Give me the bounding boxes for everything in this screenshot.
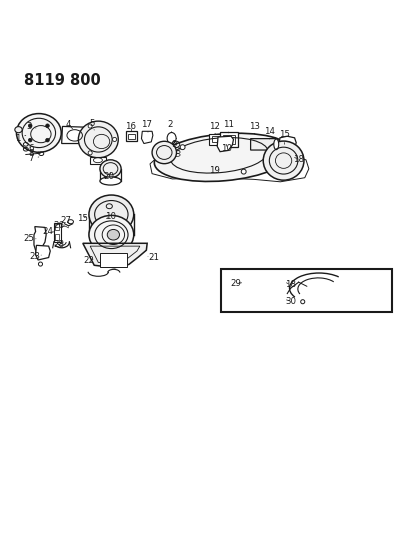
Text: 28: 28 bbox=[53, 240, 64, 248]
Bar bbox=[211, 136, 220, 142]
Ellipse shape bbox=[67, 220, 73, 224]
Ellipse shape bbox=[167, 133, 175, 144]
Bar bbox=[100, 254, 126, 266]
Text: 3: 3 bbox=[26, 122, 32, 131]
Text: 23: 23 bbox=[29, 252, 40, 261]
Text: 14: 14 bbox=[263, 127, 274, 136]
Ellipse shape bbox=[100, 160, 121, 177]
Ellipse shape bbox=[152, 141, 176, 164]
Polygon shape bbox=[36, 245, 50, 260]
Text: 18: 18 bbox=[292, 155, 303, 164]
Ellipse shape bbox=[100, 177, 121, 185]
Text: 2: 2 bbox=[167, 120, 173, 130]
Ellipse shape bbox=[89, 195, 133, 233]
Text: 19: 19 bbox=[208, 166, 219, 175]
Ellipse shape bbox=[240, 169, 245, 174]
Polygon shape bbox=[83, 243, 147, 268]
Text: 8: 8 bbox=[28, 149, 34, 158]
Text: 17: 17 bbox=[141, 120, 151, 130]
Text: 5: 5 bbox=[89, 119, 94, 128]
Text: 20: 20 bbox=[103, 172, 115, 181]
Bar bbox=[90, 157, 106, 164]
Bar bbox=[55, 233, 59, 240]
Text: 26: 26 bbox=[53, 221, 64, 230]
Text: 11: 11 bbox=[222, 120, 233, 130]
Ellipse shape bbox=[263, 141, 303, 180]
Text: 25: 25 bbox=[24, 235, 34, 243]
Text: 15: 15 bbox=[76, 214, 87, 223]
Bar bbox=[55, 224, 59, 230]
Polygon shape bbox=[217, 136, 233, 152]
Text: 10: 10 bbox=[220, 144, 231, 153]
Text: 4: 4 bbox=[66, 120, 71, 130]
Text: 18: 18 bbox=[284, 280, 295, 289]
Text: 22: 22 bbox=[83, 256, 94, 265]
Polygon shape bbox=[250, 139, 278, 150]
Text: 6: 6 bbox=[28, 144, 34, 153]
Ellipse shape bbox=[16, 114, 61, 152]
Text: 10: 10 bbox=[104, 212, 115, 221]
Text: 12: 12 bbox=[208, 122, 219, 131]
Text: 8119 800: 8119 800 bbox=[24, 73, 100, 88]
Text: 27: 27 bbox=[60, 216, 71, 225]
Ellipse shape bbox=[45, 138, 49, 142]
Ellipse shape bbox=[15, 127, 22, 133]
Polygon shape bbox=[34, 227, 46, 250]
Text: 30: 30 bbox=[285, 296, 296, 305]
Bar bbox=[128, 134, 135, 139]
Ellipse shape bbox=[180, 145, 184, 150]
Polygon shape bbox=[61, 126, 87, 143]
Ellipse shape bbox=[89, 215, 133, 254]
Text: 9: 9 bbox=[171, 140, 177, 149]
Text: 16: 16 bbox=[125, 122, 136, 131]
Bar bbox=[221, 269, 391, 312]
Text: 7: 7 bbox=[28, 154, 34, 163]
Bar bbox=[220, 132, 238, 147]
Ellipse shape bbox=[28, 138, 32, 142]
Ellipse shape bbox=[112, 138, 116, 141]
Text: 13: 13 bbox=[249, 122, 260, 131]
Polygon shape bbox=[141, 131, 153, 143]
Ellipse shape bbox=[154, 133, 292, 181]
Polygon shape bbox=[279, 136, 295, 154]
Bar bbox=[54, 222, 61, 242]
Text: 29: 29 bbox=[229, 279, 240, 288]
Ellipse shape bbox=[78, 121, 118, 158]
Text: 21: 21 bbox=[148, 253, 159, 262]
Ellipse shape bbox=[88, 151, 92, 155]
Text: 24: 24 bbox=[43, 228, 54, 237]
Ellipse shape bbox=[107, 229, 119, 240]
Text: 15: 15 bbox=[278, 130, 289, 139]
Text: 1: 1 bbox=[15, 134, 20, 143]
Bar bbox=[209, 134, 223, 145]
Ellipse shape bbox=[45, 124, 49, 127]
Ellipse shape bbox=[28, 124, 32, 127]
Bar bbox=[222, 134, 234, 144]
Ellipse shape bbox=[88, 124, 92, 128]
Bar bbox=[126, 131, 137, 141]
Ellipse shape bbox=[273, 139, 278, 150]
